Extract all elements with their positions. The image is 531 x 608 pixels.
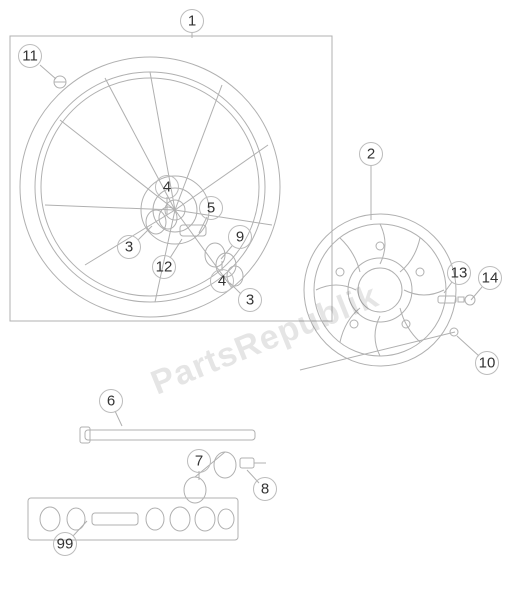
callout-number-5: 5 bbox=[207, 200, 215, 217]
callout-number-3b: 3 bbox=[246, 292, 254, 309]
diagram-canvas: PartsRepublik 11134125943213141067899 bbox=[0, 0, 531, 608]
callout-number-11: 11 bbox=[22, 48, 38, 65]
callout-number-9: 9 bbox=[236, 229, 244, 246]
callout-number-4: 4 bbox=[163, 179, 171, 196]
callout-number-1: 1 bbox=[188, 13, 196, 30]
callout-number-12: 12 bbox=[156, 259, 173, 276]
callout-number-4b: 4 bbox=[218, 273, 226, 290]
callout-number-7: 7 bbox=[195, 453, 203, 470]
callout-number-99: 99 bbox=[57, 536, 74, 553]
callout-number-6: 6 bbox=[107, 393, 115, 410]
callout-number-10: 10 bbox=[479, 355, 496, 372]
callout-number-3: 3 bbox=[125, 239, 133, 256]
schematic-svg bbox=[0, 0, 531, 608]
callout-number-14: 14 bbox=[482, 270, 499, 287]
callout-number-8: 8 bbox=[261, 481, 269, 498]
callout-number-13: 13 bbox=[451, 265, 468, 282]
callout-number-2: 2 bbox=[367, 146, 375, 163]
